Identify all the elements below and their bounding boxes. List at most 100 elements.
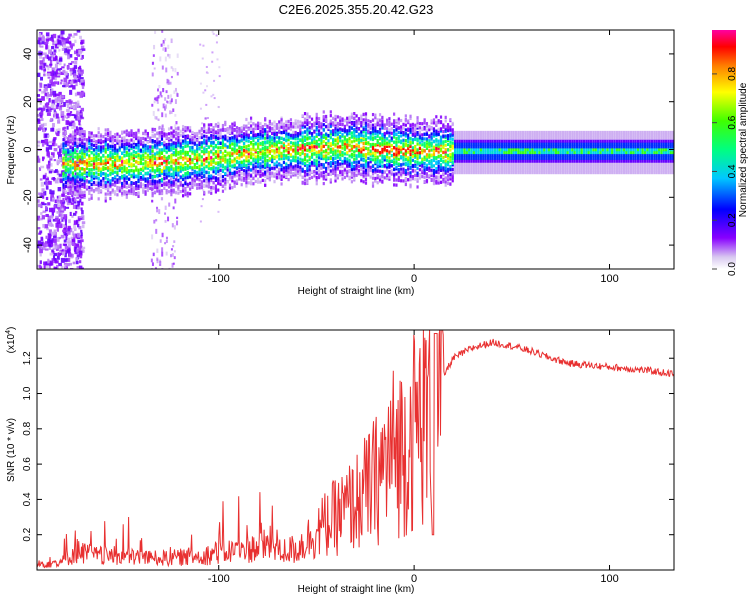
spectrogram-cell — [334, 151, 337, 155]
spectrogram-cell — [78, 130, 82, 134]
spectrogram-cell — [88, 141, 91, 146]
spectrogram-noise-cell — [49, 157, 53, 161]
spectrogram-noise-cell — [48, 106, 51, 110]
spectrogram-noise-cell — [47, 83, 52, 89]
spectrogram-cell — [280, 125, 283, 129]
spectrogram-cell — [97, 168, 100, 173]
spectrogram-cell — [430, 141, 433, 145]
spectrogram-cell — [83, 182, 86, 186]
spectrogram-cell — [320, 145, 323, 149]
spectrogram-cell — [301, 138, 304, 142]
spectrogram-noise-cell — [47, 76, 51, 79]
spectrogram-cell — [301, 181, 304, 185]
spectrogram-cell — [411, 175, 414, 179]
spectrogram-cell — [299, 127, 302, 131]
spectrogram-cell — [245, 174, 248, 179]
spectrogram-cell — [315, 121, 318, 126]
spectrogram-cell — [205, 179, 208, 183]
spectrogram-noise-cell — [48, 221, 53, 227]
spectrogram-noise-cell — [57, 81, 60, 85]
spectrogram-cell — [226, 139, 229, 143]
spectrogram-cell — [62, 190, 65, 195]
spectrogram-cell — [418, 176, 422, 180]
spectrogram-noise-cell — [159, 260, 162, 266]
spectrogram-cell — [245, 165, 248, 170]
spectrogram-noise-cell — [41, 90, 45, 94]
spectrogram-noise-cell — [42, 122, 47, 127]
spectrogram-cell — [362, 130, 365, 134]
spectrogram-noise-cell — [47, 202, 51, 206]
spectrogram-cell — [374, 123, 377, 127]
spectrogram-cell — [118, 163, 121, 168]
spectrogram-cell — [364, 177, 368, 182]
spectrogram-cell — [113, 146, 117, 150]
spectrogram-cell — [327, 172, 330, 176]
spectrogram-cell — [468, 133, 471, 137]
spectrogram-cell — [357, 151, 361, 155]
spectrogram-cell — [109, 167, 112, 171]
spectrogram-noise-cell — [175, 174, 178, 179]
spectrogram-cell — [285, 168, 288, 172]
spectrogram-cell — [125, 185, 128, 189]
spectrogram-noise-cell — [211, 60, 214, 63]
spectrogram-cell — [409, 141, 412, 145]
spectrogram-cell — [381, 133, 384, 137]
spectrogram-cell — [385, 168, 389, 172]
spectrogram-cell — [123, 192, 126, 196]
spectrogram-cell — [121, 162, 124, 167]
spectrogram-cell — [350, 175, 354, 179]
spectrogram-cell — [217, 170, 220, 174]
spectrogram-cell — [390, 153, 393, 158]
spectrogram-cell — [395, 172, 398, 176]
spectrogram-noise-cell — [43, 62, 47, 66]
spectrogram-cell — [146, 184, 150, 188]
spectrogram-cell — [95, 181, 98, 185]
spectrogram-cell — [160, 168, 164, 173]
spectrogram-cell — [364, 181, 368, 185]
spectrogram-cell — [174, 150, 178, 155]
spectrogram-cell — [139, 157, 142, 161]
spectrogram-noise-cell — [167, 94, 170, 99]
spectrogram-cell — [160, 137, 164, 141]
spectrogram-cell — [416, 166, 419, 170]
spectrogram-cell — [153, 179, 157, 183]
spectrogram-cell — [268, 146, 271, 150]
spectrogram-cell — [76, 138, 79, 142]
spectrogram-cell — [296, 175, 300, 179]
spectrogram-noise-cell — [61, 95, 65, 99]
spectrogram-cell — [193, 183, 196, 187]
spectrogram-cell — [343, 168, 346, 172]
spectrogram-noise-cell — [55, 59, 60, 63]
spectrogram-cell — [266, 158, 269, 163]
spectrogram-cell — [374, 169, 377, 173]
spectrogram-cell — [303, 117, 307, 121]
spectrogram-cell — [252, 143, 255, 147]
spectrogram-cell — [266, 136, 269, 140]
spectrogram-cell — [268, 135, 271, 139]
spectrogram-cell — [214, 178, 218, 183]
spectrogram-cell — [357, 171, 361, 176]
spectrogram-cell — [348, 125, 351, 129]
spectrogram-cell — [238, 140, 241, 144]
spectrogram-cell — [174, 178, 178, 182]
spectrogram-cell — [475, 165, 478, 169]
spectrogram-cell — [388, 156, 391, 160]
spectrogram-cell — [355, 173, 358, 177]
spectrogram-cell — [278, 153, 281, 158]
spectrogram-cell — [160, 130, 164, 135]
spectrogram-noise-cell — [174, 99, 177, 104]
spectrogram-cell — [444, 152, 447, 156]
spectrogram-noise-cell — [81, 224, 85, 229]
spectrogram-cell — [177, 131, 180, 136]
spectrogram-cell — [99, 167, 103, 171]
spectrogram-noise-cell — [68, 198, 72, 203]
spectrogram-cell — [404, 161, 407, 165]
spectrogram-cell — [67, 137, 70, 141]
spectrogram-noise-cell — [170, 66, 173, 69]
spectrogram-cell — [214, 143, 218, 148]
spectrogram-cell — [217, 136, 220, 140]
spectrogram-cell — [261, 136, 264, 140]
spectrogram-cell — [371, 168, 375, 173]
spectrogram-noise-cell — [58, 148, 62, 154]
spectrogram-noise-cell — [54, 245, 58, 250]
